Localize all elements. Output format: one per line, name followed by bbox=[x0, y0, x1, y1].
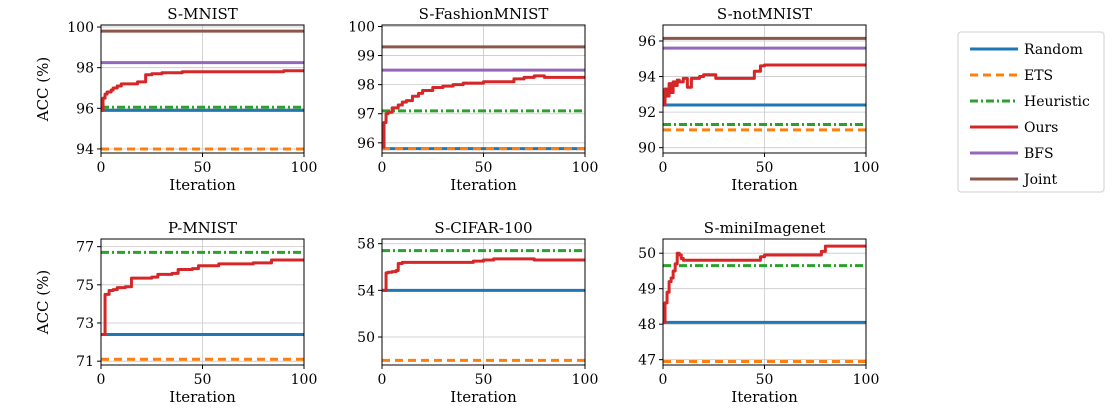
panel-title: S-MNIST bbox=[167, 5, 238, 23]
panel-title: P-MNIST bbox=[168, 219, 237, 237]
panel-s-miniimagenet: 0 50 100 47 48 49 50 S-miniImagenet Iteration bbox=[638, 219, 879, 406]
x-tick-label: 0 bbox=[378, 372, 387, 388]
legend-label: Ours bbox=[1024, 120, 1058, 136]
y-tick-label: 48 bbox=[638, 317, 656, 333]
series-group bbox=[382, 45, 585, 151]
y-tick-label: 77 bbox=[76, 240, 94, 256]
y-tick-label: 96 bbox=[638, 34, 656, 50]
y-tick-label: 96 bbox=[76, 101, 94, 117]
series-group bbox=[663, 36, 866, 132]
panel-title: S-miniImagenet bbox=[704, 219, 826, 237]
legend-item-ets: ETS bbox=[970, 68, 1053, 84]
x-tick-label: 0 bbox=[378, 160, 387, 176]
y-tick-label: 73 bbox=[76, 316, 94, 332]
y-tick-label: 50 bbox=[357, 330, 375, 346]
x-tick-label: 100 bbox=[853, 372, 880, 388]
x-tick-label: 100 bbox=[572, 160, 599, 176]
series-line-ours bbox=[101, 69, 304, 112]
legend-label: ETS bbox=[1024, 68, 1053, 84]
series-group bbox=[382, 249, 585, 362]
x-tick-label: 50 bbox=[194, 372, 212, 388]
series-line-ours bbox=[663, 244, 866, 324]
legend-label: Random bbox=[1024, 42, 1083, 58]
series-line-ours bbox=[663, 63, 866, 107]
x-tick-label: 50 bbox=[475, 372, 493, 388]
series-line-ours bbox=[101, 258, 304, 336]
x-tick-label: 100 bbox=[291, 372, 318, 388]
y-tick-label: 94 bbox=[638, 70, 656, 86]
y-axis-label: ACC (%) bbox=[34, 270, 52, 336]
y-tick-label: 98 bbox=[76, 61, 94, 77]
series-line-ours bbox=[382, 74, 585, 149]
y-tick-label: 97 bbox=[357, 107, 375, 123]
legend-label: Joint bbox=[1022, 172, 1058, 188]
y-tick-label: 71 bbox=[76, 354, 94, 370]
panel-p-mnist: 0 50 100 71 73 75 77 P-MNIST Iteration ACC (%) bbox=[34, 219, 317, 406]
x-axis-label: Iteration bbox=[450, 176, 517, 194]
series-group bbox=[101, 29, 304, 151]
legend-label: Heuristic bbox=[1024, 94, 1090, 110]
panel-s-mnist: 0 50 100 94 96 98 100 S-MNIST Iteration ACC (%) bbox=[34, 5, 317, 194]
legend: Random ETS Heuristic Ours BFS Joint bbox=[957, 31, 1105, 193]
y-tick-label: 100 bbox=[67, 20, 94, 36]
y-tick-label: 92 bbox=[638, 105, 656, 121]
series-group bbox=[663, 244, 866, 363]
legend-item-heuristic: Heuristic bbox=[970, 94, 1090, 110]
legend-item-ours: Ours bbox=[970, 120, 1058, 136]
x-tick-label: 100 bbox=[853, 160, 880, 176]
y-axis-label: ACC (%) bbox=[34, 57, 52, 123]
x-tick-label: 0 bbox=[659, 372, 668, 388]
x-tick-label: 100 bbox=[572, 372, 599, 388]
y-tick-label: 75 bbox=[76, 278, 94, 294]
y-tick-label: 100 bbox=[348, 19, 375, 35]
x-tick-label: 50 bbox=[756, 160, 774, 176]
y-tick-label: 94 bbox=[76, 142, 94, 158]
panel-s-cifar-100: 0 50 100 50 54 58 S-CIFAR-100 Iteration bbox=[357, 219, 598, 406]
legend-label: BFS bbox=[1024, 146, 1054, 162]
x-axis-label: Iteration bbox=[450, 388, 517, 406]
y-tick-label: 98 bbox=[357, 78, 375, 94]
panel-title: S-notMNIST bbox=[717, 5, 812, 23]
x-axis-label: Iteration bbox=[169, 176, 236, 194]
x-tick-label: 50 bbox=[475, 160, 493, 176]
panel-title: S-FashionMNIST bbox=[419, 5, 549, 23]
series-line-ours bbox=[382, 257, 585, 292]
panel-s-fashionmnist: 0 50 100 96 97 98 99 100 S-FashionMNIST Iteration bbox=[348, 5, 598, 194]
x-axis-label: Iteration bbox=[731, 176, 798, 194]
series-group bbox=[101, 250, 304, 361]
x-tick-label: 0 bbox=[97, 372, 106, 388]
x-tick-label: 50 bbox=[194, 160, 212, 176]
y-tick-label: 50 bbox=[638, 246, 656, 262]
y-tick-label: 49 bbox=[638, 282, 656, 298]
y-tick-label: 96 bbox=[357, 136, 375, 152]
legend-item-random: Random bbox=[970, 42, 1083, 58]
x-tick-label: 50 bbox=[756, 372, 774, 388]
x-tick-label: 0 bbox=[97, 160, 106, 176]
x-axis-label: Iteration bbox=[169, 388, 236, 406]
panel-s-notmnist: 0 50 100 90 92 94 96 S-notMNIST Iteration bbox=[638, 5, 879, 194]
x-tick-label: 0 bbox=[659, 160, 668, 176]
x-tick-label: 100 bbox=[291, 160, 318, 176]
y-tick-label: 54 bbox=[357, 283, 375, 299]
legend-item-bfs: BFS bbox=[970, 146, 1054, 162]
legend-item-joint: Joint bbox=[970, 172, 1058, 188]
x-axis-label: Iteration bbox=[731, 388, 798, 406]
y-tick-label: 90 bbox=[638, 141, 656, 157]
y-tick-label: 99 bbox=[357, 49, 375, 65]
y-tick-label: 47 bbox=[638, 353, 656, 369]
panel-title: S-CIFAR-100 bbox=[434, 219, 532, 237]
y-tick-label: 58 bbox=[357, 237, 375, 253]
